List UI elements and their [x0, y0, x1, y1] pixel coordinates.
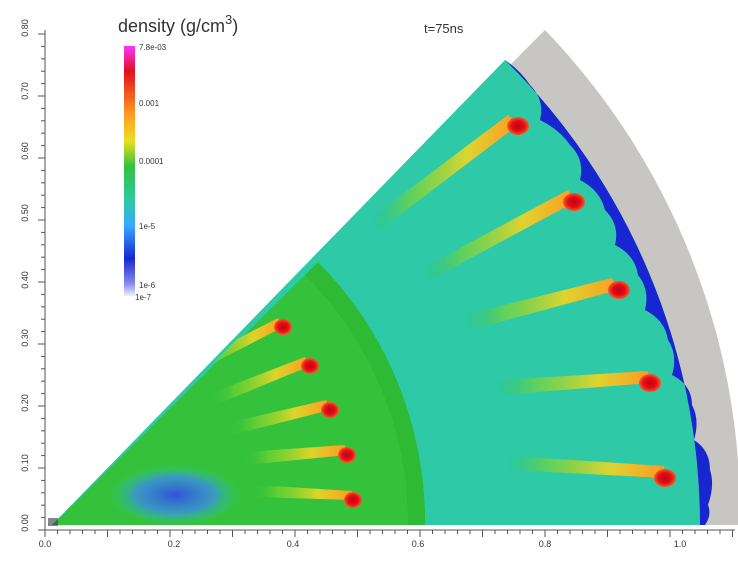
y-axis-labels: 0.00 0.10 0.20 0.30 0.40 0.50 0.60 0.70 …	[20, 19, 30, 532]
y-tick-label: 0.40	[20, 271, 30, 289]
x-tick-label: 0.4	[287, 539, 300, 549]
y-tick-label: 0.10	[20, 454, 30, 472]
y-tick-label: 0.70	[20, 82, 30, 100]
colorbar	[124, 46, 135, 296]
legend-tick: 1e-7	[135, 293, 152, 302]
y-axis-ticks	[38, 33, 45, 531]
y-tick-label: 0.30	[20, 329, 30, 347]
hot-blobs	[274, 117, 676, 508]
x-tick-label: 0.6	[412, 539, 425, 549]
low-density-pocket	[110, 465, 240, 525]
legend-title-close: )	[232, 16, 238, 36]
y-tick-label: 0.80	[20, 19, 30, 37]
colorbar-legend: density (g/cm3) 7.8e-03 0.001 0.0001 1e-…	[118, 12, 238, 302]
legend-tick: 0.001	[139, 99, 160, 108]
x-tick-label: 0.2	[168, 539, 181, 549]
legend-tick: 1e-5	[139, 222, 156, 231]
legend-tick: 0.0001	[139, 157, 164, 166]
x-axis-labels: 0.0 0.2 0.4 0.6 0.8 1.0	[39, 539, 687, 549]
legend-tick: 1e-6	[139, 281, 156, 290]
x-tick-label: 0.0	[39, 539, 52, 549]
legend-tick: 7.8e-03	[139, 43, 167, 52]
y-tick-label: 0.50	[20, 204, 30, 222]
y-tick-label: 0.20	[20, 394, 30, 412]
svg-text:density (g/cm3): density (g/cm3)	[118, 12, 238, 36]
x-tick-label: 0.8	[539, 539, 552, 549]
legend-title-sup: 3	[225, 12, 232, 27]
y-tick-label: 0.00	[20, 514, 30, 532]
x-axis-ticks	[44, 530, 733, 537]
x-tick-label: 1.0	[674, 539, 687, 549]
outer-plumes	[373, 115, 665, 478]
time-label: t=75ns	[424, 21, 464, 36]
legend-title: density (g/cm	[118, 16, 225, 36]
y-tick-label: 0.60	[20, 142, 30, 160]
